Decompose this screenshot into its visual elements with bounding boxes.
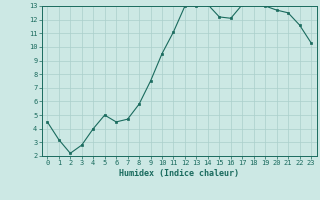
X-axis label: Humidex (Indice chaleur): Humidex (Indice chaleur)	[119, 169, 239, 178]
